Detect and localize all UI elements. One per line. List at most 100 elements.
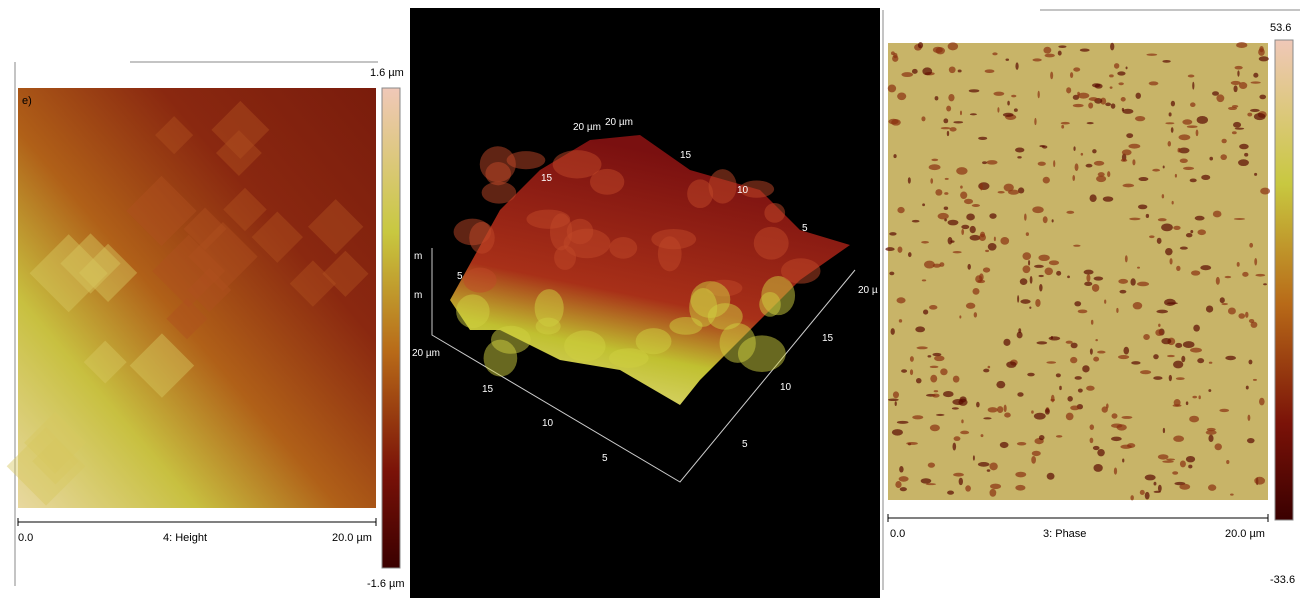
spot	[1011, 95, 1016, 98]
spot	[912, 415, 923, 419]
bump	[764, 203, 785, 223]
spot	[1254, 113, 1266, 120]
spot	[1254, 258, 1257, 265]
phase-panel: 53.6 -33.6 0.0 3: Phase 20.0 µm	[883, 10, 1300, 590]
spot	[1253, 73, 1258, 78]
spot	[1170, 258, 1173, 264]
spot	[1050, 399, 1055, 401]
spot	[1008, 190, 1019, 195]
spot	[1197, 116, 1208, 124]
spot	[895, 401, 897, 406]
bump	[609, 348, 649, 368]
bump	[609, 237, 637, 259]
spot	[889, 272, 894, 276]
spot	[1209, 362, 1213, 364]
spot	[946, 106, 951, 112]
spot	[933, 47, 943, 53]
spot	[1006, 361, 1016, 368]
spot	[1188, 465, 1192, 469]
spot	[1072, 175, 1075, 181]
spot	[1233, 122, 1241, 128]
spot	[1038, 91, 1040, 98]
axis-label: 5	[457, 271, 463, 282]
axis-label: m	[414, 251, 422, 262]
spot	[1208, 435, 1213, 442]
spot	[1192, 82, 1194, 90]
spot	[1090, 348, 1093, 354]
spot	[972, 204, 980, 207]
spot	[1107, 171, 1110, 177]
axis-label: 15	[482, 384, 494, 395]
spot	[1221, 303, 1228, 305]
spot	[1091, 320, 1094, 325]
spot	[1097, 449, 1105, 456]
spot	[1169, 112, 1172, 116]
spot	[1201, 175, 1210, 180]
spot	[1190, 178, 1197, 182]
spot	[1197, 229, 1205, 235]
spot	[1245, 312, 1248, 318]
spot	[1081, 153, 1083, 156]
spot	[1007, 101, 1010, 106]
spot	[1206, 430, 1217, 435]
spot	[1146, 214, 1149, 218]
spot	[1249, 243, 1253, 248]
spot	[1015, 148, 1024, 153]
spot	[901, 369, 907, 373]
spot	[988, 407, 998, 412]
spot	[1153, 376, 1162, 380]
spot	[918, 42, 923, 48]
bump	[482, 182, 517, 204]
spot	[983, 267, 990, 272]
spot	[944, 206, 949, 209]
spot	[1149, 235, 1154, 238]
spot	[908, 252, 912, 257]
spot	[994, 237, 996, 242]
spot	[974, 312, 977, 317]
spot	[1098, 172, 1105, 176]
spot	[997, 107, 999, 113]
spot	[964, 199, 973, 204]
spot	[1092, 149, 1096, 153]
spot	[1116, 424, 1126, 430]
spot	[1122, 108, 1124, 111]
spot	[1034, 265, 1044, 268]
spot	[1032, 206, 1043, 213]
spot	[1038, 255, 1049, 261]
spot	[1190, 230, 1193, 233]
spot	[1225, 276, 1232, 278]
spot	[1168, 141, 1171, 146]
spot	[1212, 91, 1219, 96]
spot	[1165, 122, 1174, 124]
spot	[1163, 428, 1165, 433]
spot	[1114, 63, 1119, 69]
spot	[1167, 355, 1175, 357]
spot	[1058, 51, 1062, 56]
spot	[1066, 413, 1074, 421]
spot	[1173, 361, 1183, 369]
spot	[953, 443, 957, 451]
spot	[1077, 92, 1080, 96]
spot	[1172, 201, 1174, 205]
spot	[1192, 396, 1197, 399]
spot	[981, 434, 984, 437]
spot	[1238, 313, 1245, 319]
spot	[1056, 271, 1061, 276]
spot	[943, 118, 948, 123]
spot	[1173, 226, 1180, 230]
spot	[953, 376, 960, 383]
spot	[1075, 163, 1079, 171]
axis-start: 0.0	[18, 532, 33, 544]
spot	[1180, 158, 1188, 163]
spot	[956, 167, 967, 175]
spot	[916, 346, 927, 349]
spot	[983, 369, 989, 373]
axis-start: 0.0	[890, 528, 905, 540]
spot	[1087, 122, 1094, 124]
spot	[973, 455, 975, 460]
spot	[1233, 85, 1237, 92]
spot	[1070, 405, 1079, 410]
spot	[975, 275, 982, 283]
spot	[982, 161, 987, 164]
spot	[1140, 370, 1151, 374]
